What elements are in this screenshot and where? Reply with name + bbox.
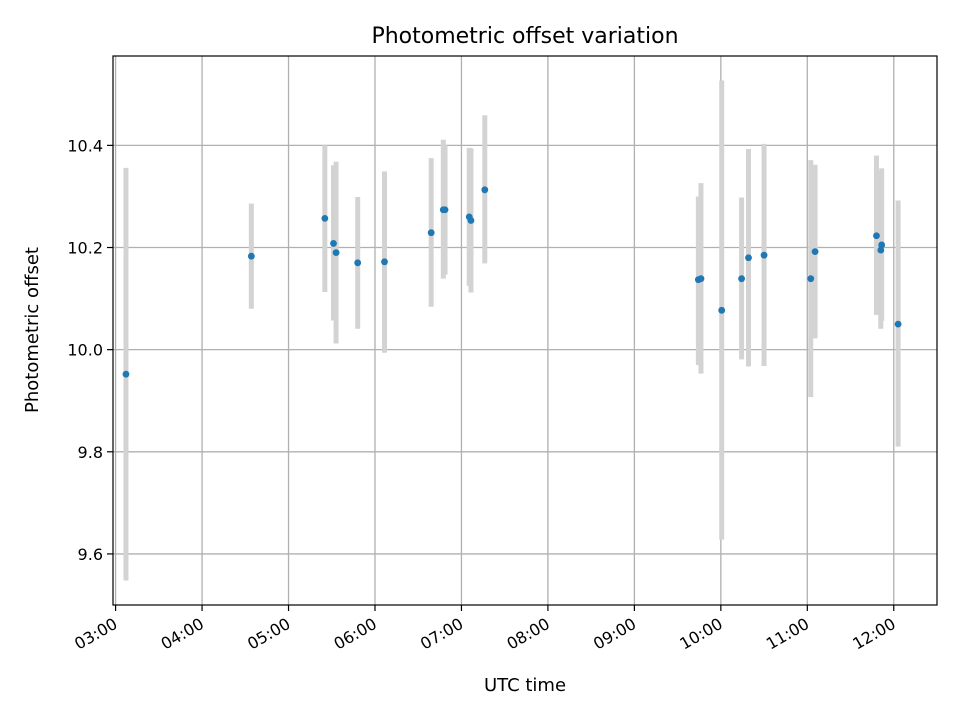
data-point: [718, 306, 726, 314]
data-point: [330, 240, 337, 247]
data-point: [427, 229, 435, 237]
data-point: [332, 249, 340, 257]
y-tick-label: 10.2: [67, 239, 103, 258]
data-point: [894, 320, 902, 328]
data-point: [247, 252, 255, 260]
data-point: [873, 232, 880, 240]
plot-frame: [112, 55, 938, 606]
data-point: [697, 275, 705, 283]
y-tick-label: 9.8: [78, 443, 103, 462]
data-point: [441, 206, 449, 214]
data-point: [738, 275, 745, 283]
y-tick-label: 10.4: [67, 136, 103, 155]
data-point: [807, 275, 815, 283]
data-point: [381, 258, 388, 266]
grid: [113, 56, 937, 605]
data-point: [467, 217, 475, 224]
data-point: [321, 215, 329, 222]
data-point: [878, 241, 886, 249]
data-point: [877, 246, 885, 254]
data-points: [122, 186, 902, 378]
data-point: [354, 259, 362, 267]
data-point: [811, 248, 819, 255]
y-axis-ticks: 9.6 9.8 10.0 10.2 10.4: [67, 136, 113, 564]
y-tick-label: 10.0: [67, 341, 103, 360]
data-point: [122, 370, 130, 378]
chart-title: Photometric offset variation: [371, 24, 678, 49]
y-axis-label: Photometric offset: [22, 247, 43, 413]
data-point: [760, 251, 768, 259]
y-tick-label: 9.6: [78, 545, 103, 564]
data-point: [481, 186, 489, 194]
x-axis-label: UTC time: [484, 675, 566, 696]
data-point: [745, 254, 752, 262]
